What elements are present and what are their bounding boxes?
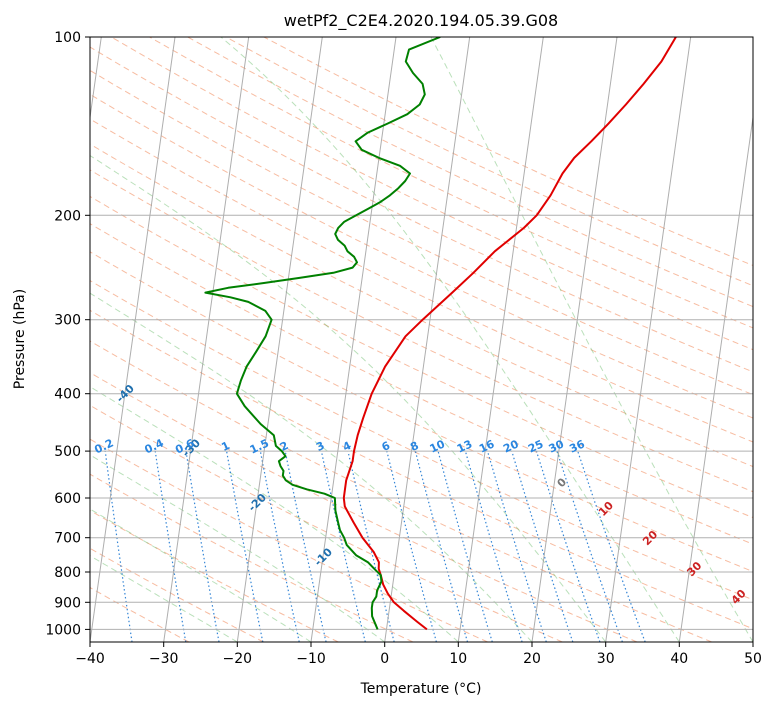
mixing-ratio-line [320, 450, 366, 642]
background-lines [90, 37, 753, 642]
dry-adiabat [90, 309, 753, 630]
y-tick-label: 200 [54, 208, 81, 224]
mixing-ratio-line [284, 450, 327, 642]
isotherm-line [90, 37, 176, 642]
moist-adiabat [90, 454, 385, 642]
pressure-gridlines [90, 37, 753, 630]
mixing-ratio-label: 20 [501, 437, 521, 455]
isotherm-line [163, 37, 250, 642]
y-tick-label: 800 [54, 565, 81, 581]
x-tick-label: 40 [670, 651, 688, 667]
y-tick-label: 400 [54, 387, 81, 403]
mixing-ratio-line [486, 450, 547, 642]
mixing-ratio-label: 25 [526, 437, 545, 455]
moist-adiabat [90, 386, 459, 642]
y-tick-label: 100 [54, 30, 81, 46]
y-axis-ticks: 100 200 300 400 500 600 700 800 900 1000 [45, 30, 90, 638]
mixing-ratio-line [556, 450, 623, 642]
mixing-ratio-line [511, 450, 574, 642]
dry-adiabat [90, 143, 753, 468]
x-tick-label: −40 [75, 651, 105, 667]
dry-adiabat [90, 223, 753, 545]
mixing-ratio-label: 30 [547, 437, 567, 455]
isotherm-line [678, 113, 753, 642]
x-tick-label: 50 [744, 651, 762, 667]
profile-series [204, 37, 677, 631]
dry-adiabat [90, 510, 339, 642]
x-tick-label: −20 [223, 651, 253, 667]
isotherm-line [605, 37, 692, 642]
mixing-ratio-line [386, 450, 437, 642]
dry-adiabat [90, 340, 712, 642]
y-tick-label: 600 [54, 491, 81, 507]
moist-adiabat [220, 37, 680, 642]
isotherm-line [457, 37, 544, 642]
y-tick-label: 1000 [45, 622, 81, 638]
mixing-ratio-line [226, 450, 264, 642]
dry-adiabat [90, 69, 753, 396]
mixing-ratio-label: 10 [428, 437, 448, 455]
dry-adiabat [90, 195, 753, 519]
mixing-ratio-label: 13 [455, 437, 474, 455]
y-axis-label: Pressure (hPa) [12, 289, 28, 389]
x-axis-label: Temperature (°C) [360, 681, 482, 697]
y-tick-label: 300 [54, 313, 81, 329]
dry-adiabat [90, 547, 264, 642]
mixing-ratio-line [414, 450, 469, 642]
mixing-ratio-line [259, 450, 300, 642]
y-tick-label: 700 [54, 531, 81, 547]
x-tick-label: 30 [597, 651, 615, 667]
x-tick-label: −30 [149, 651, 179, 667]
mixing-ratio-line [577, 450, 646, 642]
x-tick-label: 20 [523, 651, 541, 667]
x-tick-label: −10 [296, 651, 326, 667]
x-tick-label: 10 [449, 651, 467, 667]
dry-adiabat [90, 93, 753, 419]
isotherm-line [310, 37, 397, 642]
x-axis-ticks: −40 −30 −20 −10 0 10 20 30 40 50 [75, 642, 762, 667]
mixing-ratio-line [464, 450, 523, 642]
chart-title: wetPf2_C2E4.2020.194.05.39.G08 [284, 11, 558, 31]
mixing-ratio-label: 36 [567, 437, 587, 455]
y-tick-label: 900 [54, 595, 81, 611]
moist-adiabat [90, 555, 238, 642]
isotherm-line [236, 37, 323, 642]
mixing-ratio-line [535, 450, 601, 642]
dry-adiabat [90, 404, 563, 642]
dry-adiabat [90, 169, 753, 493]
dewpoint-profile-line [204, 37, 441, 630]
moist-adiabat [430, 37, 753, 642]
y-tick-label: 500 [54, 444, 81, 460]
x-tick-label: 0 [380, 651, 389, 667]
dry-adiabat [149, 37, 753, 329]
moist-adiabat [90, 292, 533, 642]
isotherm-line [531, 37, 618, 642]
dry-adiabat [90, 280, 753, 601]
plot-frame [89, 36, 754, 643]
isotherm-line [384, 37, 471, 642]
mixing-ratio-label: 16 [477, 437, 497, 455]
